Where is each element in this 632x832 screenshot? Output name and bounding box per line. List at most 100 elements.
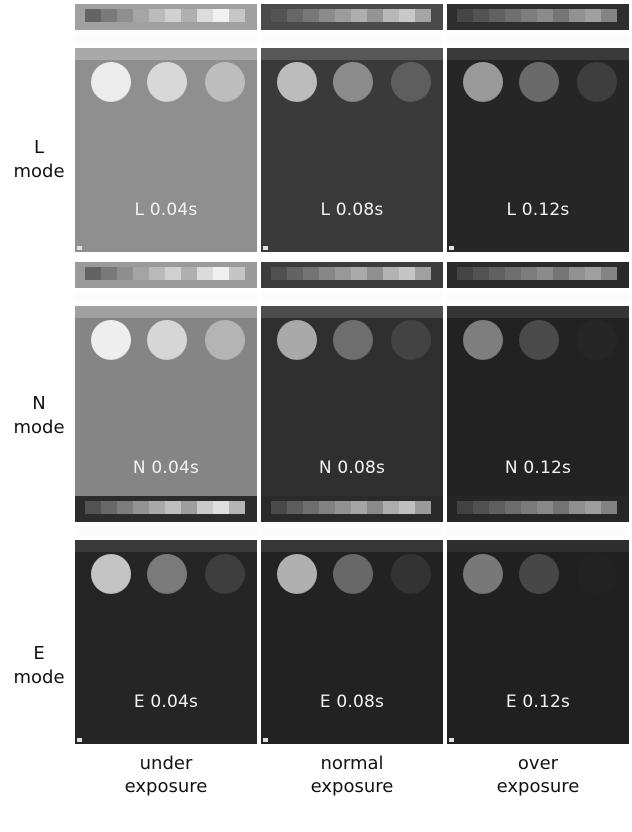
step-wedge-block: [489, 267, 505, 280]
step-wedge-block: [149, 501, 165, 514]
step-wedge-block: [569, 9, 585, 22]
step-wedge-block: [399, 267, 415, 280]
step-wedge: [271, 267, 431, 280]
step-wedge-block: [473, 9, 489, 22]
step-wedge-block: [351, 9, 367, 22]
step-wedge-block: [149, 9, 165, 22]
step-wedge-block: [415, 9, 431, 22]
separator-bar: [447, 292, 629, 302]
step-wedge-block: [133, 267, 149, 280]
step-wedge-block: [473, 267, 489, 280]
exposure-caption: L 0.04s: [134, 200, 198, 220]
step-wedge-block: [197, 501, 213, 514]
exposure-caption: E 0.04s: [133, 692, 199, 712]
step-wedge-block: [383, 9, 399, 22]
marker-tick: [449, 738, 454, 742]
step-wedge: [85, 501, 245, 514]
step-wedge-block: [489, 9, 505, 22]
phantom-disk: [147, 62, 187, 102]
calibration-strip: [261, 4, 443, 30]
exposure-caption: N 0.04s: [132, 458, 200, 478]
step-wedge-block: [287, 501, 303, 514]
marker-tick: [263, 246, 268, 250]
phantom-disk: [463, 320, 503, 360]
step-wedge-block: [367, 501, 383, 514]
phantom-disk: [463, 554, 503, 594]
step-wedge-block: [601, 9, 617, 22]
image-cell-n-over: N 0.12s: [447, 262, 629, 510]
step-wedge-block: [537, 267, 553, 280]
step-wedge: [85, 9, 245, 22]
phantom-disk: [205, 62, 245, 102]
step-wedge-block: [537, 501, 553, 514]
calibration-strip: [261, 262, 443, 288]
marker-tick: [449, 246, 454, 250]
calibration-strip: [447, 4, 629, 30]
panel-top-band: [75, 48, 257, 60]
phantom-disk: [463, 62, 503, 102]
phantom-disk: [577, 320, 617, 360]
step-wedge-block: [165, 9, 181, 22]
phantom-disk: [519, 554, 559, 594]
step-wedge-block: [213, 9, 229, 22]
separator-bar: [447, 34, 629, 44]
step-wedge-block: [117, 267, 133, 280]
step-wedge-block: [117, 9, 133, 22]
calibration-strip: [75, 496, 257, 522]
row-label-l-mode: L mode: [8, 136, 70, 184]
panel-top-band: [447, 306, 629, 318]
column-label-normal-exposure: normal exposure: [261, 752, 443, 798]
step-wedge-block: [457, 9, 473, 22]
phantom-disk: [391, 554, 431, 594]
step-wedge-block: [101, 9, 117, 22]
phantom-disk: [91, 320, 131, 360]
step-wedge-block: [319, 9, 335, 22]
step-wedge-block: [585, 501, 601, 514]
separator-bar: [75, 292, 257, 302]
step-wedge-block: [101, 267, 117, 280]
column-label-line1: under: [139, 753, 193, 774]
mode-letter: N: [32, 393, 46, 414]
step-wedge-block: [271, 267, 287, 280]
step-wedge-block: [319, 267, 335, 280]
radiograph-panel: E 0.04s: [75, 540, 257, 744]
step-wedge-block: [351, 267, 367, 280]
panel-top-band: [261, 540, 443, 552]
image-cell-n-under: N 0.04s: [75, 262, 257, 510]
step-wedge-block: [537, 9, 553, 22]
column-label-line1: normal: [320, 753, 384, 774]
separator-bar: [261, 34, 443, 44]
exposure-caption: N 0.12s: [504, 458, 572, 478]
step-wedge: [271, 501, 431, 514]
step-wedge-block: [133, 9, 149, 22]
step-wedge-block: [101, 501, 117, 514]
image-cell-n-normal: N 0.08s: [261, 262, 443, 510]
image-cell-l-normal: L 0.08s: [261, 4, 443, 252]
step-wedge-block: [271, 501, 287, 514]
separator-bar: [75, 34, 257, 44]
phantom-disk: [391, 320, 431, 360]
step-wedge-block: [181, 267, 197, 280]
phantom-disk: [391, 62, 431, 102]
step-wedge-block: [85, 501, 101, 514]
step-wedge-block: [415, 267, 431, 280]
calibration-strip: [447, 496, 629, 522]
step-wedge-block: [383, 501, 399, 514]
radiograph-panel: N 0.04s: [75, 306, 257, 510]
radiograph-panel: N 0.12s: [447, 306, 629, 510]
panel-top-band: [261, 48, 443, 60]
separator-bar: [447, 526, 629, 536]
step-wedge-block: [457, 267, 473, 280]
exposure-caption: L 0.12s: [506, 200, 570, 220]
step-wedge-block: [399, 9, 415, 22]
step-wedge-block: [521, 501, 537, 514]
step-wedge-block: [229, 9, 245, 22]
step-wedge: [457, 501, 617, 514]
row-label-n-mode: N mode: [8, 392, 70, 440]
phantom-disk: [205, 554, 245, 594]
step-wedge-block: [165, 501, 181, 514]
phantom-disk: [147, 320, 187, 360]
step-wedge-block: [149, 267, 165, 280]
exposure-caption: L 0.08s: [320, 200, 384, 220]
mode-word: mode: [13, 161, 65, 182]
